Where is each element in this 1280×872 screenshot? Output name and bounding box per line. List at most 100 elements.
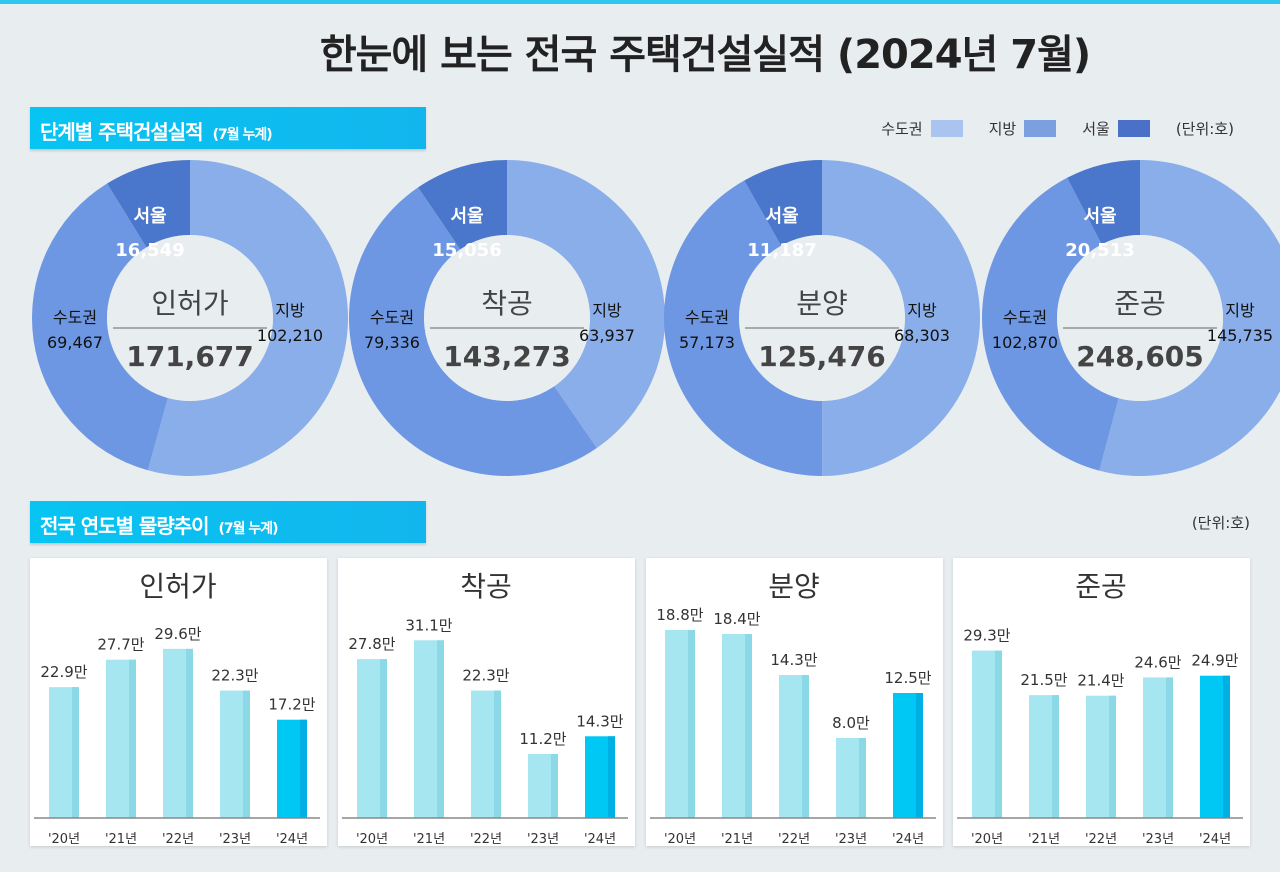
slice-label: 57,173 [679, 333, 735, 352]
donut-slice [822, 160, 981, 476]
slice-label: 서울 [1083, 206, 1116, 227]
bar-shade [243, 690, 250, 818]
bar-shade [608, 736, 615, 818]
data-label: 27.8만 [348, 635, 395, 653]
donut-slice [1067, 160, 1140, 245]
data-label: 22.3만 [462, 667, 509, 685]
donut-hole [424, 235, 590, 401]
bar-shade [494, 690, 501, 818]
donut-hole [739, 235, 905, 401]
data-label: 12.5만 [884, 669, 931, 687]
bar-shade [995, 650, 1002, 818]
donut-slice [507, 160, 665, 449]
slice-label: 지방 [1225, 301, 1255, 320]
section-header-stages: 단계별 주택건설실적 (7월 누계) [30, 107, 426, 149]
donut-center-label: 인허가 [151, 287, 228, 320]
top-accent-line [0, 0, 1280, 4]
donut-slice [31, 183, 168, 471]
section-title: 단계별 주택건설실적 [40, 120, 204, 144]
bar-shade [1166, 677, 1173, 818]
x-tick-label: '24년 [584, 832, 616, 846]
x-tick-label: '24년 [276, 832, 308, 846]
slice-label: 145,735 [1207, 326, 1273, 345]
data-label: 22.9만 [40, 663, 87, 681]
data-label: 24.6만 [1134, 653, 1181, 671]
data-label: 27.7만 [97, 636, 144, 654]
legend-swatch [930, 120, 963, 137]
legend-swatch [1024, 120, 1057, 137]
donut-slice [348, 187, 597, 477]
data-label: 29.6만 [154, 625, 201, 643]
section-header-trend: 전국 연도별 물량추이 (7월 누계) [30, 501, 426, 543]
x-tick-label: '20년 [664, 832, 696, 846]
x-tick-label: '22년 [162, 832, 194, 846]
data-label: 21.5만 [1020, 671, 1067, 689]
section-title: 전국 연도별 물량추이 [40, 514, 210, 538]
bar-shade [129, 659, 136, 818]
donut-hole [107, 235, 273, 401]
bar-shade [745, 634, 752, 818]
slice-label: 102,870 [992, 333, 1058, 352]
donut-charts: 지방 102,210 수도권 69,467 서울 16,549 인허가 171,677 지방 63… [31, 160, 1280, 477]
donut-total: 171,677 [126, 340, 254, 373]
slice-label: 69,467 [47, 333, 103, 352]
unit-label: (단위:호) [1175, 120, 1234, 138]
x-tick-label: '24년 [1199, 832, 1231, 846]
panel-title: 인허가 [139, 570, 216, 603]
slice-label: 수도권 [370, 308, 414, 327]
donut-center-label: 분양 [796, 287, 848, 320]
slice-label: 서울 [450, 206, 483, 227]
bar-shade [300, 719, 307, 818]
data-label: 17.2만 [268, 696, 315, 714]
x-tick-label: '24년 [892, 832, 924, 846]
x-tick-label: '21년 [721, 832, 753, 846]
x-tick-label: '23년 [219, 832, 251, 846]
panel-title: 준공 [1075, 570, 1127, 603]
x-tick-label: '22년 [470, 832, 502, 846]
bar-shade [437, 640, 444, 818]
data-label: 14.3만 [770, 651, 817, 669]
bar-shade [1052, 695, 1059, 818]
x-tick-label: '20년 [971, 832, 1003, 846]
data-label: 18.4만 [713, 610, 760, 628]
x-tick-label: '22년 [1085, 832, 1117, 846]
data-label: 21.4만 [1077, 672, 1124, 690]
page-title: 한눈에 보는 전국 주택건설실적 (2024년 7월) [319, 32, 1091, 78]
data-label: 29.3만 [963, 627, 1010, 645]
bar-shade [859, 738, 866, 818]
section-subtitle: (7월 누계) [212, 127, 273, 143]
data-label: 31.1만 [405, 616, 452, 634]
slice-label: 수도권 [685, 308, 729, 327]
legend: 수도권 지방 서울 (단위:호) [881, 118, 1234, 139]
section-subtitle: (7월 누계) [218, 521, 279, 537]
x-tick-label: '22년 [778, 832, 810, 846]
bar-shade [1109, 695, 1116, 818]
legend-label: 지방 [988, 120, 1017, 138]
bar-panel-sale: 분양 18.8만 '20년 18.4만 '21년 14.3만 '22년 8.0만 '23년 12.… [646, 558, 943, 846]
donut-total: 248,605 [1076, 340, 1204, 373]
donut-hole [1057, 235, 1223, 401]
bar-panel-permit: 인허가 22.9만 '20년 27.7만 '21년 29.6만 '22년 22.3만 '23년 1… [30, 558, 327, 846]
donut-slice [147, 160, 348, 476]
slice-label: 수도권 [53, 308, 97, 327]
slice-label: 서울 [765, 206, 798, 227]
data-label: 8.0만 [832, 714, 870, 732]
data-label: 18.8만 [656, 606, 703, 624]
slice-label: 11,187 [747, 240, 816, 261]
slice-label: 16,549 [115, 240, 184, 261]
slice-label: 102,210 [257, 326, 323, 345]
x-tick-label: '21년 [1028, 832, 1060, 846]
slice-label: 지방 [275, 301, 305, 320]
x-tick-label: '20년 [48, 832, 80, 846]
legend-swatch [1117, 120, 1150, 137]
data-label: 24.9만 [1191, 652, 1238, 670]
data-label: 14.3만 [576, 712, 623, 730]
slice-label: 20,513 [1065, 240, 1134, 261]
donut-slice [107, 160, 190, 248]
slice-label: 서울 [133, 206, 166, 227]
x-tick-label: '20년 [356, 832, 388, 846]
x-tick-label: '21년 [105, 832, 137, 846]
slice-label: 수도권 [1003, 308, 1047, 327]
donut-total: 125,476 [758, 340, 886, 373]
x-tick-label: '23년 [1142, 832, 1174, 846]
